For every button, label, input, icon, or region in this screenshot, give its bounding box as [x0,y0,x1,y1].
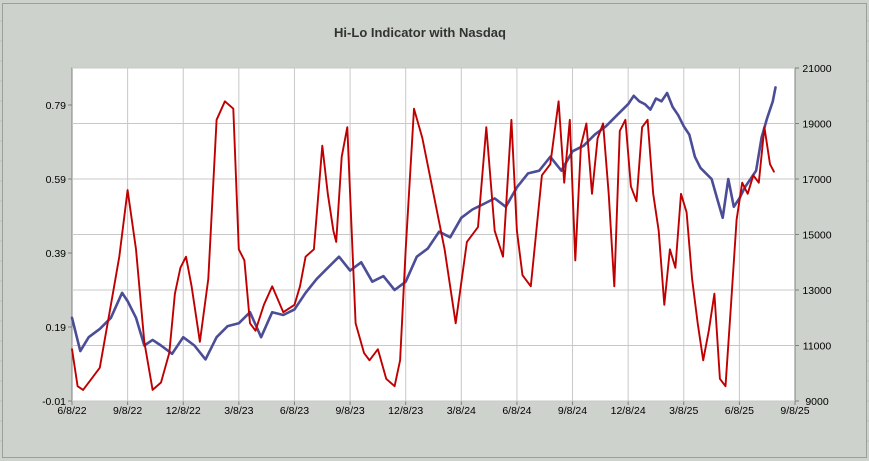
chart-area: Hi-Lo Indicator with Nasdaq -0.01 0.19 0.3… [2,3,867,458]
left-axis-tick-labels: -0.01 0.19 0.39 0.59 0.79 [42,100,66,408]
left-tick-label: -0.01 [42,396,66,408]
x-tick-label: 12/8/24 [611,405,646,417]
x-tick-label: 9/8/23 [335,405,364,417]
left-tick-label: 0.79 [46,100,67,112]
x-tick-label: 6/8/23 [280,405,309,417]
x-tick-label: 3/8/24 [447,405,476,417]
x-tick-label: 12/8/23 [388,405,423,417]
chart-title: Hi-Lo Indicator with Nasdaq [334,25,506,40]
right-tick-label: 15000 [802,230,831,242]
x-tick-label: 12/8/22 [166,405,201,417]
x-tick-label: 3/8/23 [224,405,253,417]
nasdaq-series-line [70,86,777,361]
x-tick-label: 6/8/25 [725,405,754,417]
left-tick-label: 0.19 [46,322,67,334]
right-tick-label: 13000 [802,285,831,297]
right-tick-label: 17000 [802,174,831,186]
x-tick-label: 9/8/24 [558,405,587,417]
x-tick-label: 9/8/22 [113,405,142,417]
hilo-series-line [71,100,775,391]
x-tick-label: 3/8/25 [669,405,698,417]
right-tick-label: 19000 [802,119,831,131]
series-layer [70,86,777,391]
right-tick-label: 21000 [802,63,831,75]
right-tick-label: 11000 [803,341,832,353]
x-tick-label: 6/8/24 [502,405,531,417]
right-tick-label: 9000 [805,396,829,408]
x-axis-tick-labels: 6/8/22 9/8/22 12/8/22 3/8/23 6/8/23 9/8/23 12/… [57,405,809,417]
right-axis-tick-labels: 9000 11000 13000 15000 17000 19000 21000 [802,63,831,408]
x-tick-label: 6/8/22 [57,405,86,417]
horizontal-gridlines [68,67,799,402]
left-tick-label: 0.39 [46,248,67,260]
left-tick-label: 0.59 [46,174,67,186]
x-tick-label: 9/8/25 [780,405,809,417]
